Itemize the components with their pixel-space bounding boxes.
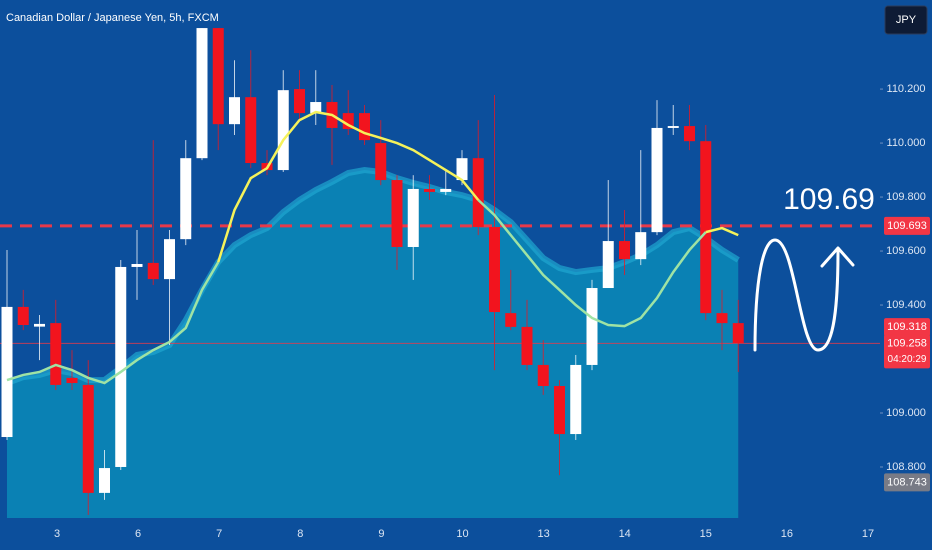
candle-body [424,188,435,192]
candle-body [456,158,468,181]
x-tick-label: 16 [781,528,793,540]
price-label: 109.318 [887,321,927,333]
candle-body [602,241,614,289]
y-tick-label: 110.000 [887,137,926,149]
y-tick-label: 108.800 [886,461,926,473]
candle-body [342,113,354,130]
ma-line [6,199,707,385]
x-tick-label: 7 [216,528,222,540]
candle-body [196,28,208,159]
x-tick-label: 10 [456,528,468,540]
x-tick-label: 13 [537,528,549,540]
ma-line [217,110,739,263]
price-label-box [884,216,930,235]
candle-body [440,188,452,192]
candle-body [1,306,13,438]
candle-body [407,188,419,247]
candle-body [99,468,110,493]
candle-body [212,28,224,125]
candle-body [619,241,630,260]
candle-body [472,158,484,228]
price-label-box [884,334,930,369]
x-tick-label: 6 [135,528,141,540]
candle-body [700,141,712,314]
candle-body [651,127,663,233]
candle-body [586,288,598,365]
x-tick-label: 9 [378,528,384,540]
candle-body [554,386,565,435]
currency[interactable]: JPY [896,14,917,26]
candle-body [667,126,679,128]
x-tick-label: 15 [700,528,712,540]
y-tick-label: 110.200 [887,83,926,95]
candle-body [245,97,257,164]
candle-body [537,364,549,387]
annotation: 109.69 [783,183,875,216]
ma-area-edge [5,167,740,386]
candle-body [505,313,517,327]
y-tick-label: 109.600 [886,245,926,257]
candle-body [684,126,695,142]
y-tick-label: 109.000 [886,407,926,419]
candle-body [50,323,62,385]
x-tick-label: 8 [297,528,303,540]
price-label-box [884,318,930,337]
candle-body [489,227,500,313]
candle-body [375,143,387,181]
candle-body [131,263,143,267]
candle-body [17,306,29,325]
candle-body [34,323,45,327]
candle-body [294,89,305,114]
candle-body [277,90,289,171]
x-tick-label: 17 [862,528,874,540]
candle-body [229,97,240,125]
candle-body [732,323,744,344]
candle-body [115,266,127,467]
countdown: 04:20:29 [888,354,927,365]
price-label: 108.743 [887,476,927,488]
chart-title: Canadian Dollar / Japanese Yen, 5h, FXCM [6,12,219,24]
price-label-box [884,473,930,492]
candle-body [82,384,94,493]
currency-box[interactable] [884,5,928,35]
x-tick-label: 3 [54,528,60,540]
candle-body [635,232,647,260]
candle-body [521,326,533,365]
candle-body [716,313,728,324]
price-label: 109.693 [887,220,927,232]
candle-body [570,364,582,435]
candle-body [147,262,159,280]
candle-body [180,158,192,240]
price-label: 109.258 [887,337,927,349]
candle-body [391,180,403,247]
hand-drawn-arrow [753,238,855,352]
candle-body [66,377,78,384]
candle-body [310,102,322,114]
candle-body [359,113,370,141]
x-tick-label: 14 [619,528,631,540]
candle-body [164,239,175,280]
y-tick-label: 109.400 [886,299,926,311]
y-tick-label: 109.800 [886,191,926,203]
plot [0,28,880,519]
